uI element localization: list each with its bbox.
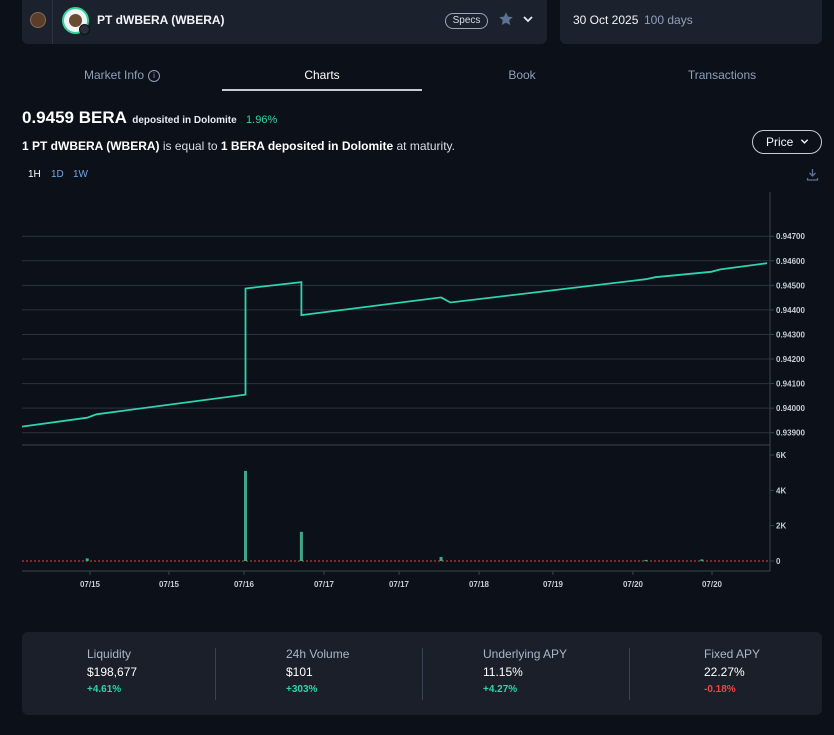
price-y-tick-label: 0.94100	[776, 380, 805, 389]
tab-bar: Market Info i Charts Book Transactions	[22, 60, 822, 91]
equivalence-suffix: at maturity.	[393, 139, 455, 153]
volume-bar	[244, 470, 247, 561]
volume-y-tick-label: 2K	[776, 522, 786, 531]
stat-change: +303%	[286, 684, 318, 695]
chevron-down-icon	[800, 139, 809, 144]
info-icon[interactable]: i	[148, 70, 161, 82]
x-tick-label: 07/15	[159, 580, 180, 589]
stat-change: +4.61%	[87, 684, 122, 695]
token-avatar-icon	[62, 7, 90, 35]
price-volume-chart[interactable]: 0.94700 0.94600 0.94500 0.94400 0.94300 0.942…	[0, 192, 834, 592]
volume-bar	[644, 559, 648, 561]
stat-label: Underlying APY	[483, 647, 568, 661]
interval-1d[interactable]: 1D	[51, 169, 64, 180]
metric-select[interactable]: Price	[752, 130, 822, 154]
x-tick-label: 07/17	[314, 580, 335, 589]
price-y-tick-label: 0.94300	[776, 330, 805, 339]
price-line	[21, 262, 768, 428]
market-header: PT dWBERA (WBERA) Specs	[22, 0, 547, 44]
equivalence-connector: is equal to	[159, 139, 221, 153]
stat-value: $198,677	[87, 665, 138, 679]
stat-change: +4.27%	[483, 684, 518, 695]
volume-bar	[85, 558, 89, 561]
current-price: 0.9459 BERA deposited in Dolomite 1.96%	[22, 108, 277, 130]
equivalence-text: 1 PT dWBERA (WBERA) is equal to 1 BERA d…	[22, 139, 455, 153]
market-stats: Liquidity $198,677 +4.61% 24h Volume $10…	[22, 632, 822, 715]
divider	[52, 0, 53, 44]
stat-label: 24h Volume	[286, 647, 350, 661]
tab-label: Charts	[304, 68, 340, 82]
tab-label: Book	[508, 68, 536, 82]
tab-book[interactable]: Book	[422, 60, 622, 91]
divider	[422, 648, 423, 700]
tab-label: Market Info	[83, 68, 145, 82]
pt-token-text: 1 PT dWBERA (WBERA)	[22, 139, 160, 153]
stat-value: 11.15%	[483, 665, 523, 679]
x-tick-label: 07/15	[80, 580, 101, 589]
volume-y-tick-label: 4K	[776, 486, 786, 495]
price-y-tick-label: 0.94700	[776, 232, 805, 241]
stat-underlying-apy: Underlying APY 11.15% +4.27%	[483, 647, 603, 695]
x-tick-label: 07/20	[623, 580, 644, 589]
stat-value: 22.27%	[704, 665, 745, 679]
stat-label: Liquidity	[87, 647, 132, 661]
stat-value: $101	[286, 665, 313, 679]
price-y-tick-label: 0.94400	[776, 306, 805, 315]
volume-bar	[700, 559, 704, 561]
tab-market-info[interactable]: Market Info i	[22, 60, 222, 91]
price-change: 1.96%	[246, 114, 278, 126]
maturity-panel: 30 Oct 2025 100 days	[560, 0, 822, 44]
volume-y-tick-label: 6K	[776, 451, 786, 460]
stat-label: Fixed APY	[704, 647, 761, 661]
x-tick-label: 07/17	[389, 580, 410, 589]
x-tick-label: 07/16	[234, 580, 255, 589]
divider	[215, 648, 216, 700]
volume-bar	[439, 556, 443, 561]
stat-24h-volume: 24h Volume $101 +303%	[286, 647, 406, 695]
metric-select-value: Price	[766, 135, 794, 149]
specs-button[interactable]: Specs	[445, 13, 488, 29]
interval-1w[interactable]: 1W	[73, 169, 88, 180]
underlying-text: 1 BERA deposited in Dolomite	[220, 139, 394, 153]
download-icon[interactable]	[806, 168, 819, 181]
maturity-date: 30 Oct 2025	[573, 13, 639, 27]
chevron-down-icon[interactable]	[522, 13, 534, 25]
x-tick-label: 07/19	[543, 580, 564, 589]
price-y-tick-label: 0.93900	[776, 429, 805, 438]
star-icon[interactable]	[498, 11, 514, 27]
price-y-tick-label: 0.94000	[776, 404, 805, 413]
price-y-tick-label: 0.94200	[776, 355, 805, 364]
x-tick-label: 07/18	[469, 580, 490, 589]
price-unit-note: deposited in Dolomite	[132, 115, 237, 126]
interval-1h[interactable]: 1H	[28, 169, 41, 180]
price-y-tick-label: 0.94500	[776, 281, 805, 290]
bera-bear-icon[interactable]	[30, 12, 46, 28]
divider	[629, 648, 630, 700]
tab-charts[interactable]: Charts	[222, 60, 422, 91]
tab-label: Transactions	[687, 68, 757, 82]
stat-fixed-apy: Fixed APY 22.27% -0.18%	[704, 647, 824, 695]
stat-liquidity: Liquidity $198,677 +4.61%	[87, 647, 207, 695]
token-name: PT dWBERA (WBERA)	[97, 13, 225, 27]
price-y-tick-label: 0.94600	[776, 257, 805, 266]
tab-transactions[interactable]: Transactions	[622, 60, 822, 91]
days-to-maturity: 100 days	[644, 13, 693, 27]
volume-y-tick-label: 0	[776, 557, 781, 566]
x-tick-label: 07/20	[702, 580, 723, 589]
stat-change: -0.18%	[704, 684, 736, 695]
price-value: 0.9459 BERA	[22, 108, 127, 127]
volume-bar	[299, 531, 303, 561]
